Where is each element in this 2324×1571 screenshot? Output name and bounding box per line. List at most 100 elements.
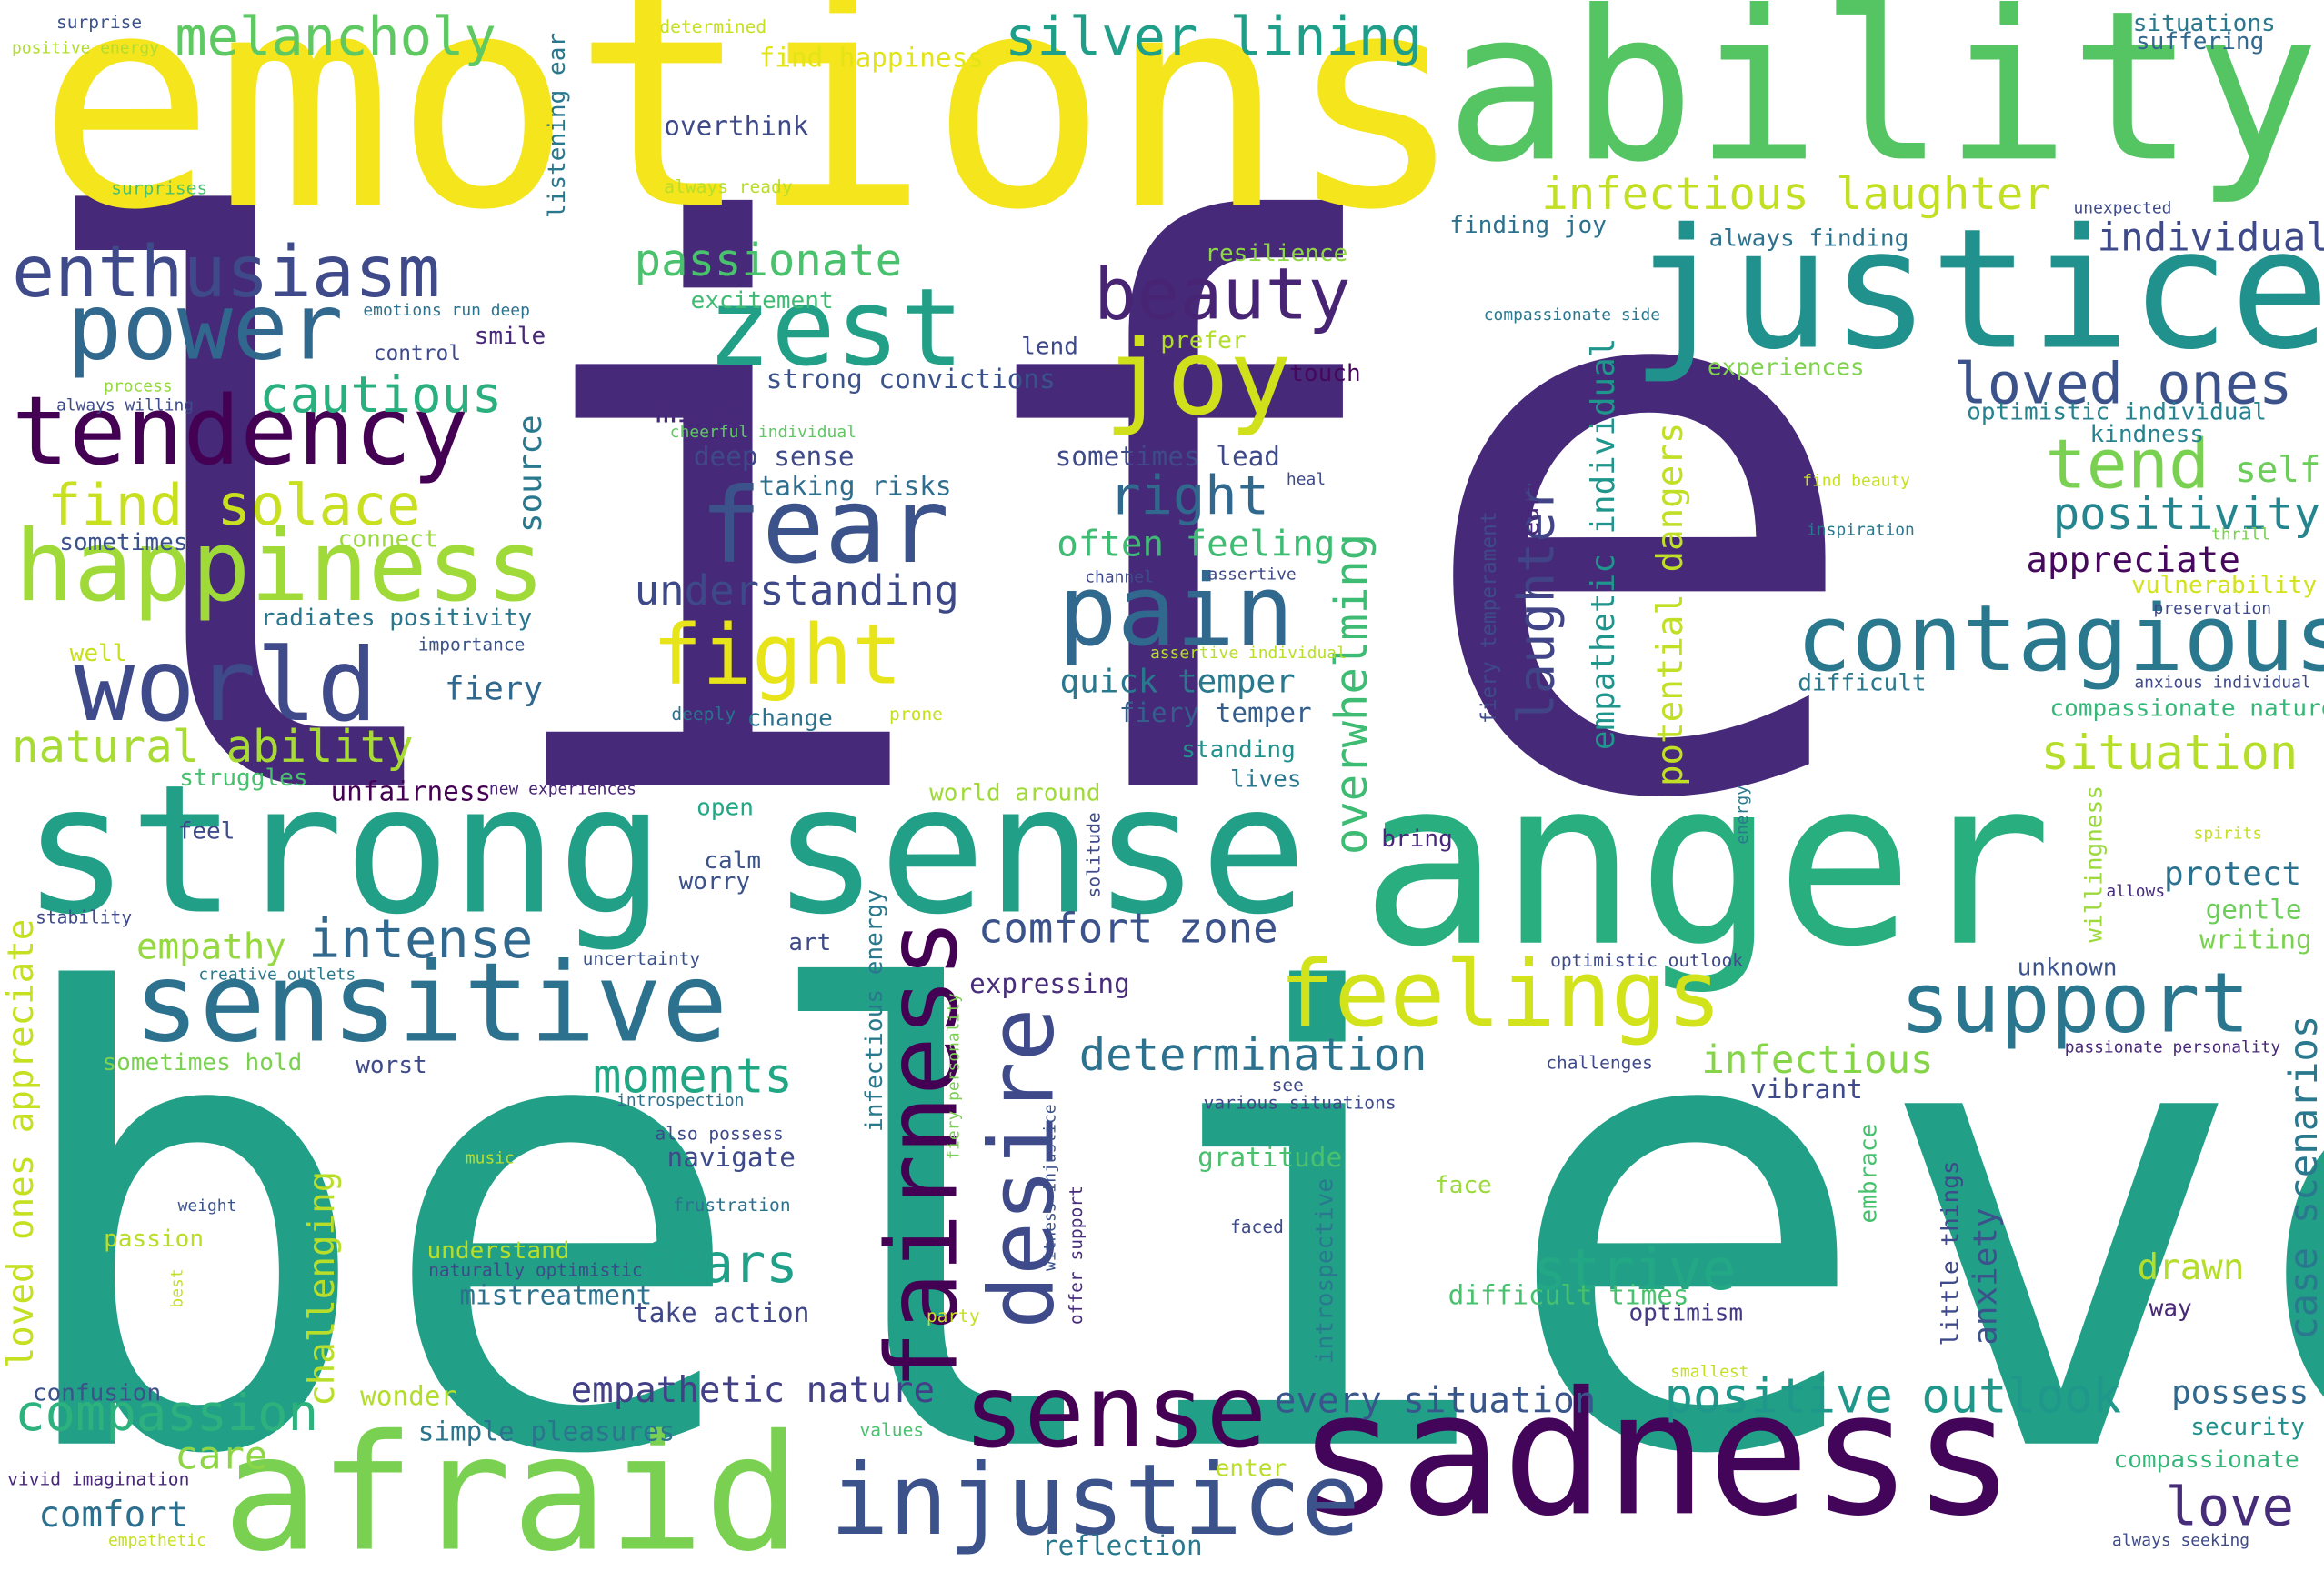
word-sense: sense [963,1354,1267,1472]
word-comfort: comfort [38,1494,189,1536]
word-beauty: beauty [1094,253,1351,337]
word-loved-ones-appreciate: loved ones appreciate [0,918,42,1369]
word-tendency: tendency [12,377,469,488]
word-take-action: take action [633,1297,810,1330]
word-positivity: positivity [2052,488,2321,541]
word-reflection: reflection [1041,1530,1203,1563]
word-strive: strive [1532,1237,1737,1303]
word-case-scenarios: case scenarios [2282,1015,2324,1340]
word-gentle: gentle [2205,895,2302,926]
word-stability: stability [35,906,133,928]
word-expressing: expressing [969,969,1130,1001]
word-emotions-run-deep: emotions run deep [363,300,530,321]
word-gratitude: gratitude [1197,1142,1343,1175]
word-compassionate: compassionate [2113,1445,2299,1474]
word-always-ready: always ready [664,175,793,197]
word-process: process [104,376,173,396]
word-resilience: resilience [1205,238,1348,267]
word-preservation: preservation [2153,598,2272,618]
word-find-solace: find solace [47,473,421,538]
word-way: way [2149,1294,2192,1323]
word-offer-support: offer support [1066,1186,1087,1326]
word-compassionate-side: compassionate side [1483,305,1661,325]
word-fiery-temperament: fiery temperament [1478,511,1502,724]
word-taking-risks: taking risks [758,471,952,503]
word-also-possess: also possess [655,1123,784,1145]
word-naturally-optimistic: naturally optimistic [428,1259,643,1281]
word-spirits: spirits [2193,824,2263,844]
word-allows: allows [2106,881,2166,902]
word-comfort-zone: comfort zone [977,904,1278,954]
word-silver-lining: silver lining [1005,7,1423,68]
word-excitement: excitement [690,285,834,315]
word-suffering: suffering [2135,26,2265,55]
word-writing: writing [2199,925,2312,956]
word-listening-ear: listening ear [542,32,571,219]
word-struggles: struggles [179,763,308,792]
word-art: art [788,927,832,956]
word-passionate: passionate [634,235,903,288]
word-compassion: compassion [15,1384,318,1444]
word-empathetic-individual: empathetic individual [1586,337,1623,751]
word-pain: pain [1057,554,1295,669]
word-positive-energy: positive energy [12,38,159,58]
word-challenging: challenging [300,1170,343,1406]
word-feel: feel [177,816,235,846]
word-zest: zest [706,265,965,390]
word-feelings: feelings [1278,939,1722,1048]
word-standing: standing [1181,735,1296,764]
word-smile: smile [474,321,546,350]
word-unfairness: unfairness [330,776,492,808]
word-fiery-temper: fiery temper [1118,697,1312,730]
word-passion: passion [104,1224,205,1253]
word-empathy: empathy [135,926,286,968]
word-lend: lend [1021,332,1078,361]
word-surprises: surprises [111,177,208,199]
word-little-things: little things [1935,1160,1964,1346]
word-open: open [696,793,754,822]
word-deeply: deeply [671,704,736,725]
word-heart: heart [1516,478,1545,551]
word-strong-sense: strong sense [22,748,1307,955]
word-power: power [66,272,344,381]
word-positive-outlook: positive outlook [1664,1367,2122,1425]
word-inspiration: inspiration [1807,520,1915,540]
word-bring: bring [1381,824,1453,853]
word-vivid-imagination: vivid imagination [7,1468,190,1490]
word-simple-pleasures: simple pleasures [417,1416,676,1448]
word-calm: calm [704,846,762,875]
word-infectious-energy: infectious energy [859,889,888,1133]
word-tend: tend [2045,424,2210,505]
word-unknown: unknown [2017,953,2118,982]
word-difficult-times: difficult times [1447,1280,1689,1312]
word-vibrant: vibrant [1750,1074,1863,1106]
word-overwhelming: overwhelming [1326,533,1378,856]
word-fiery-personality: fiery personality [944,993,964,1160]
word-care: care [175,1434,268,1479]
word-control: control [373,342,461,366]
word-channel: channel [1085,567,1154,587]
word-happiness: happiness [15,509,546,625]
word-finding-joy: finding joy [1449,210,1607,239]
word-lives: lives [1229,765,1302,794]
word-enthusiasm: enthusiasm [12,231,441,315]
word-values: values [859,1419,925,1441]
word-weight: weight [177,1196,237,1216]
word-infectious: infectious [1701,1038,1934,1084]
word-overthink: overthink [664,111,809,143]
word-worry: worry [678,866,751,896]
word-security: security [2190,1412,2305,1441]
word-moments: moments [593,1047,793,1105]
word-change: change [746,704,833,733]
word-life: life [15,69,1871,968]
word-fiery: fiery [445,671,543,709]
word-introspection: introspection [616,1090,745,1110]
word-sensitive: sensitive [133,939,728,1067]
word-anger: anger [1360,729,2053,998]
word-assertive-individual: assertive individual [1149,643,1347,663]
word-prone: prone [889,704,943,725]
word-surprise: surprise [55,12,143,33]
word-compassionate-nature: compassionate nature [2049,693,2324,722]
word-protect: protect [2163,856,2302,894]
